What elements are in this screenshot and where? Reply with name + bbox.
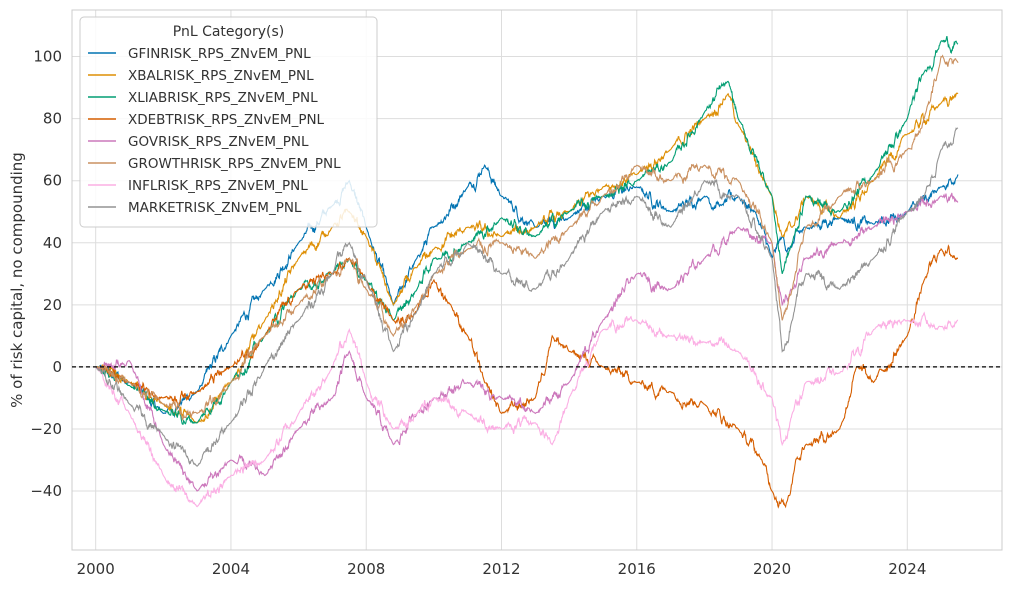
series-line — [95, 244, 958, 509]
plot-frame — [71, 9, 1003, 551]
x-tick-label: 2024 — [888, 560, 926, 578]
legend-label: XLIABRISK_RPS_ZNvEM_PNL — [128, 90, 318, 106]
legend-label: INFLRISK_RPS_ZNvEM_PNL — [128, 178, 308, 194]
series-line — [95, 54, 959, 422]
legend-items: GFINRISK_RPS_ZNvEM_PNL XBALRISK_RPS_ZNvEM… — [88, 46, 341, 216]
series-line — [95, 311, 959, 508]
legend-label: XDEBTRISK_RPS_ZNvEM_PNL — [128, 112, 325, 128]
legend-label: XBALRISK_RPS_ZNvEM_PNL — [128, 68, 314, 84]
legend-label: MARKETRISK_ZNvEM_PNL — [128, 200, 302, 216]
x-tick-label: 2016 — [618, 560, 656, 578]
series-line — [95, 192, 959, 492]
series-layer — [95, 35, 959, 509]
y-tick-label: −20 — [30, 420, 62, 438]
legend-label: GROWTHRISK_RPS_ZNvEM_PNL — [128, 156, 341, 172]
y-tick-label: 40 — [43, 234, 62, 252]
x-tick-label: 2020 — [753, 560, 791, 578]
y-tick-label: 0 — [52, 358, 62, 376]
legend-label: GOVRISK_RPS_ZNvEM_PNL — [128, 134, 309, 150]
x-tick-label: 2000 — [77, 560, 115, 578]
y-axis-label: % of risk capital, no compounding — [8, 152, 26, 408]
series-line — [95, 127, 959, 467]
y-tick-label: 20 — [43, 296, 62, 314]
x-axis-ticks: 2000 2004 2008 2012 2016 2020 2024 — [77, 560, 927, 578]
y-tick-label: 60 — [43, 172, 62, 190]
y-axis-ticks: −40 −20 0 20 40 60 80 100 — [30, 48, 62, 500]
x-tick-label: 2004 — [212, 560, 250, 578]
x-tick-label: 2008 — [347, 560, 385, 578]
y-tick-label: −40 — [30, 482, 62, 500]
legend: PnL Category(s) GFINRISK_RPS_ZNvEM_PNL XB… — [79, 16, 378, 228]
x-tick-label: 2012 — [482, 560, 520, 578]
y-tick-label: 80 — [43, 110, 62, 128]
legend-label: GFINRISK_RPS_ZNvEM_PNL — [128, 46, 311, 62]
legend-title: PnL Category(s) — [173, 24, 285, 40]
y-tick-label: 100 — [33, 48, 62, 66]
legend-box — [79, 16, 378, 228]
